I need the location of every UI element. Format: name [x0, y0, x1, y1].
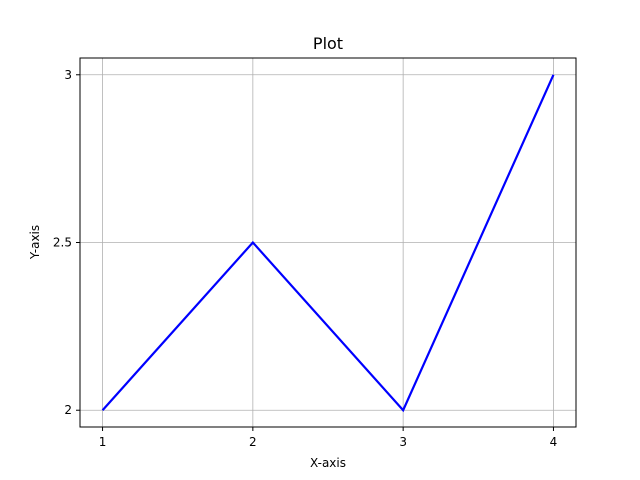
chart-title: Plot [313, 34, 343, 53]
x-tick-label: 4 [550, 435, 558, 449]
y-axis-label: Y-axis [28, 225, 42, 260]
series-layer [101, 74, 555, 413]
y-tick-label: 3 [64, 68, 72, 82]
x-axis-label: X-axis [310, 456, 346, 470]
y-tick-label: 2 [64, 403, 72, 417]
x-tick-label: 3 [399, 435, 407, 449]
x-tick-label: 2 [249, 435, 257, 449]
series-line [101, 74, 555, 413]
axis-ticks: 1 2 3 4 2 2.5 3 [53, 68, 557, 449]
y-tick-label: 2.5 [53, 236, 72, 250]
x-tick-label: 1 [99, 435, 107, 449]
grid-lines [80, 58, 576, 427]
